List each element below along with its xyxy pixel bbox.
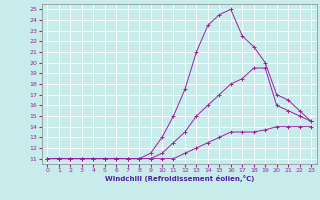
X-axis label: Windchill (Refroidissement éolien,°C): Windchill (Refroidissement éolien,°C) xyxy=(105,175,254,182)
